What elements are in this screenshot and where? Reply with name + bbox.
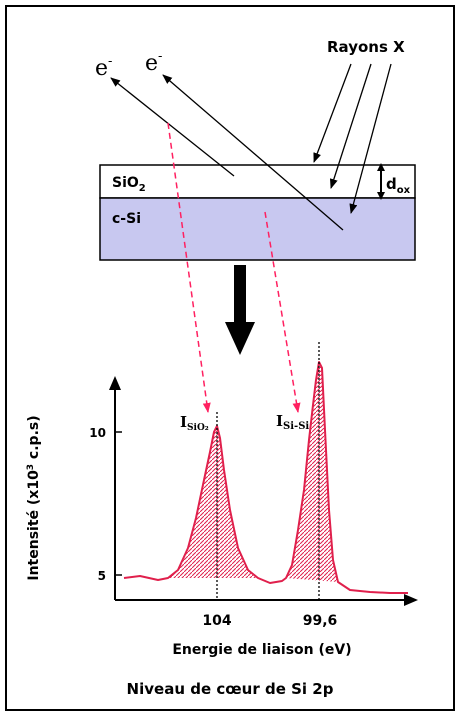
xray-path-3: [349, 63, 392, 214]
electron-label-1: e-: [95, 54, 112, 81]
x-tick-label-99-6: 99,6: [303, 613, 338, 629]
y-axis-arrow: [109, 376, 121, 390]
spectrum-chart: 10 5 104 99,6 ISiO₂ ISi-Si Intensité (x1…: [26, 342, 418, 658]
x-axis-label: Energie de liaison (eV): [172, 642, 351, 658]
y-tick-label-10: 10: [89, 426, 106, 440]
electron-path-1: [110, 77, 235, 177]
peak-sio2-area: [168, 426, 258, 578]
x-tick-label-104: 104: [202, 613, 231, 629]
transition-arrow-shaft: [234, 265, 246, 325]
thickness-arrow-bottom: [377, 192, 385, 200]
electron-path-2: [162, 74, 344, 231]
y-axis-label: Intensité (x103 c.p.s): [26, 415, 42, 580]
figure-caption: Niveau de cœur de Si 2p: [127, 680, 334, 698]
y-tick-label-5: 5: [98, 569, 106, 583]
x-axis-arrow: [404, 594, 418, 606]
electron-label-2: e-: [145, 49, 162, 76]
dashed-arrow-sio2: [167, 122, 211, 413]
peak-label-si-si: ISi-Si: [276, 412, 309, 432]
transition-arrow-head: [225, 322, 255, 355]
c-si-label: c-Si: [112, 211, 141, 227]
dashed-arrow-si-si: [264, 211, 301, 413]
c-si-layer: [99, 197, 416, 261]
xray-path-2: [329, 63, 372, 189]
sio2-layer: [99, 164, 416, 199]
xray-label: Rayons X: [327, 38, 405, 56]
sio2-label: SiO2: [112, 175, 146, 194]
spectrum-curve: [123, 361, 408, 594]
figure-border: [5, 5, 455, 711]
peak-label-sio2: ISiO₂: [180, 413, 209, 433]
xray-path-1: [313, 63, 352, 163]
thickness-label: dox: [386, 175, 411, 196]
thickness-arrow-top: [377, 163, 385, 171]
